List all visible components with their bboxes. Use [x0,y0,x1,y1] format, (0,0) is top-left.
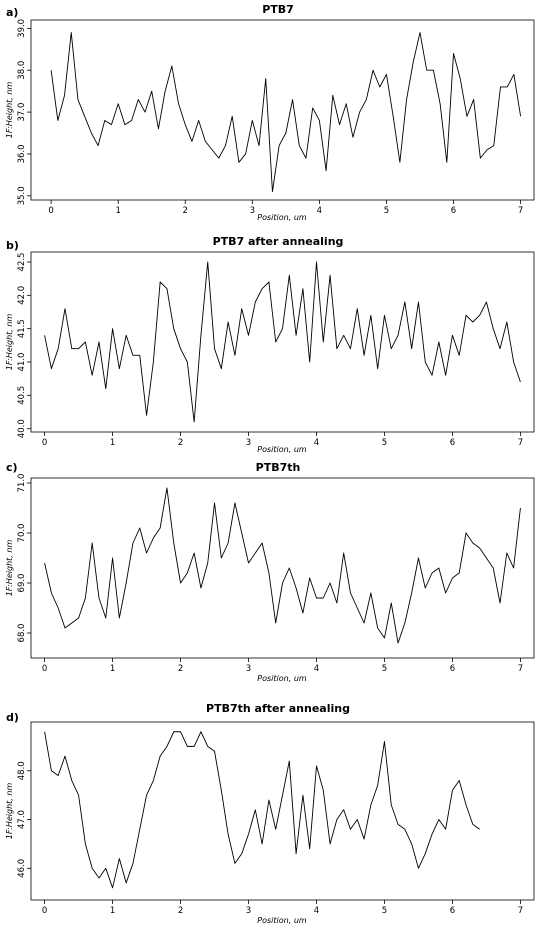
x-tick-label: 1 [110,438,115,448]
height-profile-line [44,731,480,889]
chart-title: PTB7 after annealing [213,235,344,248]
x-tick-label: 7 [518,906,523,916]
x-axis-ticks: 0 1 2 3 4 5 6 7 [42,432,523,448]
x-tick-label: 1 [110,664,115,674]
x-tick-label: 6 [451,206,456,216]
x-tick-label: 7 [518,438,523,448]
y-axis-ticks: 35.0 36.0 37.0 38.0 39.0 [17,19,31,205]
panel-letter: b) [6,239,19,252]
x-tick-label: 7 [518,664,523,674]
y-axis-label: 1F:Height, nm [5,540,14,597]
y-tick-label: 42.0 [17,286,27,305]
x-tick-label: 2 [178,438,183,448]
y-tick-label: 38.0 [17,61,27,80]
x-axis-ticks: 0 1 2 3 4 5 6 7 [42,658,523,674]
chart-title: PTB7 [262,3,294,16]
plot-frame [30,251,535,433]
y-tick-label: 41.5 [17,319,27,338]
y-axis-ticks: 68.0 69.0 70.0 71.0 [17,474,31,643]
panel-letter: c) [6,461,18,474]
x-axis-ticks: 0 1 2 3 4 5 6 7 [42,900,523,916]
x-tick-label: 5 [382,906,387,916]
y-tick-label: 41.0 [17,353,27,372]
panel-letter: a) [6,6,18,19]
y-tick-label: 36.0 [17,144,27,163]
y-tick-label: 35.0 [17,186,27,205]
x-tick-label: 0 [42,664,47,674]
x-tick-label: 3 [246,906,251,916]
y-tick-label: 71.0 [17,474,27,493]
height-profile-line [50,32,522,193]
height-profile-line [44,261,521,423]
x-tick-label: 4 [317,206,322,216]
x-tick-label: 5 [382,664,387,674]
y-axis-label: 1F:Height, nm [5,314,14,371]
x-axis-label: Position, um [257,674,307,683]
x-tick-label: 0 [42,438,47,448]
y-tick-label: 40.0 [17,419,27,438]
chart-panel-a: a) PTB7 0 1 2 3 4 5 6 7 35.0 36.0 37.0 38.0 39.0 Po… [5,3,535,222]
chart-panel-c: c) PTB7th 0 1 2 3 4 5 6 7 68.0 69.0 70.0 71.0 Posi… [5,461,535,683]
x-tick-label: 3 [246,664,251,674]
y-axis-ticks: 40.0 40.5 41.0 41.5 42.0 42.5 [17,253,31,438]
x-tick-label: 2 [183,206,188,216]
y-tick-label: 48.0 [17,761,27,780]
x-tick-label: 2 [178,906,183,916]
y-axis-label: 1F:Height, nm [5,82,14,139]
y-tick-label: 69.0 [17,574,27,593]
x-axis-label: Position, um [257,445,307,454]
x-tick-label: 7 [518,206,523,216]
x-tick-label: 2 [178,664,183,674]
x-tick-label: 5 [382,438,387,448]
x-tick-label: 6 [450,664,455,674]
plot-frame [30,477,535,659]
y-tick-label: 42.5 [17,253,27,272]
plot-frame [30,721,535,901]
x-axis-ticks: 0 1 2 3 4 5 6 7 [48,200,523,216]
chart-title: PTB7th after annealing [206,702,350,715]
x-tick-label: 4 [314,438,319,448]
x-axis-label: Position, um [257,213,307,222]
y-tick-label: 70.0 [17,524,27,543]
y-axis-label: 1F:Height, nm [5,783,14,840]
x-tick-label: 3 [246,438,251,448]
plot-frame [30,19,535,201]
height-profile-line [44,487,521,644]
x-tick-label: 1 [110,906,115,916]
y-tick-label: 39.0 [17,19,27,38]
x-tick-label: 3 [250,206,255,216]
x-tick-label: 1 [115,206,120,216]
x-tick-label: 4 [314,664,319,674]
y-tick-label: 68.0 [17,624,27,643]
x-tick-label: 0 [42,906,47,916]
x-tick-label: 6 [450,906,455,916]
y-tick-label: 47.0 [17,810,27,829]
panel-letter: d) [6,711,19,724]
chart-title: PTB7th [256,461,301,474]
x-tick-label: 6 [450,438,455,448]
y-tick-label: 40.5 [17,386,27,405]
x-tick-label: 4 [314,906,319,916]
x-axis-label: Position, um [257,916,307,925]
y-axis-ticks: 46.0 47.0 48.0 [17,761,31,878]
y-tick-label: 37.0 [17,103,27,122]
x-tick-label: 5 [384,206,389,216]
x-tick-label: 0 [48,206,53,216]
y-tick-label: 46.0 [17,859,27,878]
